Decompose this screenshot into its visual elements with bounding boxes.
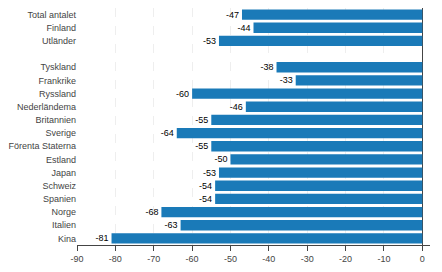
svg-text:-33: -33 [280,75,293,85]
svg-text:-63: -63 [165,220,178,230]
svg-text:Sverige: Sverige [45,128,76,138]
svg-text:Italien: Italien [52,220,76,230]
svg-text:-68: -68 [145,207,158,217]
svg-text:-60: -60 [186,254,199,264]
svg-text:0: 0 [420,254,425,264]
svg-text:Total antalet: Total antalet [27,10,76,20]
svg-text:-64: -64 [161,128,174,138]
svg-text:Estland: Estland [46,155,76,165]
svg-text:Norge: Norge [51,207,76,217]
svg-text:-80: -80 [109,254,122,264]
svg-text:-55: -55 [195,115,208,125]
svg-text:Finland: Finland [46,23,76,33]
svg-text:-53: -53 [203,168,216,178]
svg-text:-54: -54 [199,181,212,191]
svg-text:-20: -20 [339,254,352,264]
svg-text:Spanien: Spanien [43,194,76,204]
svg-text:-60: -60 [176,89,189,99]
svg-text:-55: -55 [195,141,208,151]
svg-text:Japan: Japan [51,168,76,178]
svg-text:-47: -47 [226,10,239,20]
svg-text:-81: -81 [96,233,109,243]
svg-text:Tyskland: Tyskland [40,62,76,72]
svg-text:Schweiz: Schweiz [42,181,76,191]
svg-text:Ryssland: Ryssland [39,89,76,99]
svg-text:-53: -53 [203,36,216,46]
svg-text:-70: -70 [147,254,160,264]
svg-text:Nederländema: Nederländema [17,102,76,112]
svg-text:Frankrike: Frankrike [38,76,76,86]
svg-text:-30: -30 [301,254,314,264]
svg-text:-38: -38 [261,62,274,72]
svg-text:-40: -40 [262,254,275,264]
svg-text:Förenta Staterna: Förenta Staterna [8,141,76,151]
svg-text:-50: -50 [224,254,237,264]
svg-text:-90: -90 [70,254,83,264]
svg-text:-46: -46 [230,102,243,112]
svg-text:-54: -54 [199,194,212,204]
svg-text:Kina: Kina [58,234,76,244]
svg-text:Britannien: Britannien [35,115,76,125]
svg-text:-50: -50 [214,154,227,164]
svg-text:-44: -44 [237,23,250,33]
svg-text:-10: -10 [377,254,390,264]
svg-text:Utländer: Utländer [42,36,76,46]
